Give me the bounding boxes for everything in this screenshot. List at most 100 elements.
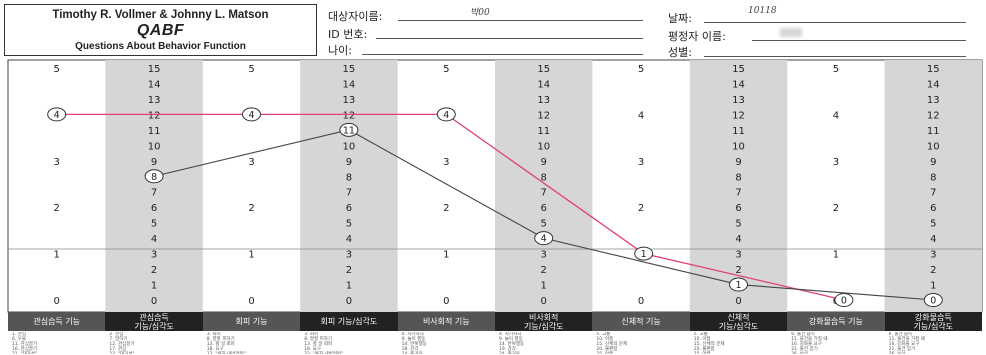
function-tick-8-4: 4 <box>833 110 839 121</box>
function-score-label-4: 0 <box>841 296 847 307</box>
severity-tick-7-0: 0 <box>735 296 741 307</box>
severity-tick-5-8: 8 <box>541 172 547 183</box>
severity-tick-9-14: 14 <box>927 79 940 90</box>
severity-tick-9-1: 1 <box>930 281 936 292</box>
severity-tick-1-7: 7 <box>151 188 157 199</box>
severity-tick-1-0: 0 <box>151 296 157 307</box>
function-tick-8-2: 2 <box>833 203 839 214</box>
age-field-line[interactable] <box>362 54 643 55</box>
date-field-line[interactable] <box>704 22 966 23</box>
severity-score-marker-4 <box>923 293 943 307</box>
name-field-value[interactable]: 박00 <box>470 8 490 18</box>
severity-tick-9-3: 3 <box>930 250 936 261</box>
severity-tick-7-13: 13 <box>732 95 745 106</box>
function-tick-0-3: 3 <box>54 157 60 168</box>
column-label-4: 비사회적 기능 <box>397 312 495 331</box>
severity-tick-5-13: 13 <box>537 95 550 106</box>
severity-tick-7-12: 12 <box>732 110 745 121</box>
function-tick-2-5: 5 <box>248 64 254 75</box>
severity-tick-7-15: 15 <box>732 64 745 75</box>
severity-score-label-1: 11 <box>343 125 355 136</box>
severity-tick-5-12: 12 <box>537 110 550 121</box>
function-score-marker-3 <box>634 246 654 261</box>
function-tick-0-2: 2 <box>54 203 60 214</box>
severity-tick-7-10: 10 <box>732 141 745 152</box>
function-score-marker-0 <box>47 107 67 122</box>
function-score-marker-1 <box>242 107 261 122</box>
severity-tick-5-5: 5 <box>541 219 547 230</box>
severity-tick-3-4: 4 <box>346 234 352 245</box>
form-title: QABF <box>136 22 185 39</box>
function-tick-8-1: 1 <box>833 250 839 261</box>
severity-tick-3-13: 13 <box>343 95 356 106</box>
function-score-label-2: 4 <box>443 110 449 121</box>
column-label-0: 관심습득 기능 <box>8 312 106 331</box>
id-field-label: ID 번호: <box>328 28 368 41</box>
column-label-5: 비사회적 기능/심각도 <box>495 312 593 331</box>
severity-score-marker-0 <box>144 169 164 184</box>
severity-tick-5-2: 2 <box>541 265 547 276</box>
severity-tick-7-9: 9 <box>735 157 741 168</box>
name-field-label: 대상자이름: <box>328 10 383 23</box>
severity-tick-3-8: 8 <box>346 172 352 183</box>
severity-tick-3-2: 2 <box>346 265 352 276</box>
column-label-7: 신체적 기능/심각도 <box>689 312 788 331</box>
severity-tick-7-14: 14 <box>732 79 745 90</box>
severity-tick-9-12: 12 <box>927 110 940 121</box>
function-score-label-1: 4 <box>248 110 254 121</box>
function-tick-6-5: 5 <box>638 64 644 75</box>
severity-tick-1-9: 9 <box>151 157 157 168</box>
id-field-line[interactable] <box>376 38 643 39</box>
severity-tick-9-8: 8 <box>930 172 936 183</box>
severity-tick-1-14: 14 <box>148 79 161 90</box>
function-tick-0-5: 5 <box>54 64 60 75</box>
severity-tick-7-11: 11 <box>732 126 745 137</box>
severity-tick-7-6: 6 <box>735 203 741 214</box>
severity-tick-9-11: 11 <box>927 126 940 137</box>
severity-tick-3-5: 5 <box>346 219 352 230</box>
rater-field-line[interactable] <box>752 40 966 41</box>
function-tick-4-0: 0 <box>443 296 449 307</box>
severity-tick-3-0: 0 <box>346 296 352 307</box>
function-tick-8-5: 5 <box>833 64 839 75</box>
severity-tick-1-15: 15 <box>148 64 161 75</box>
function-tick-4-5: 5 <box>443 64 449 75</box>
age-field-label: 나이: <box>328 44 352 57</box>
rater-field-label: 평정자 이름: <box>668 30 726 43</box>
header-box: Timothy R. Vollmer & Johnny L. Matson QA… <box>4 4 317 56</box>
severity-tick-5-6: 6 <box>541 203 547 214</box>
name-field-line[interactable] <box>398 20 643 21</box>
severity-tick-7-2: 2 <box>735 265 741 276</box>
function-score-label-3: 1 <box>641 249 647 260</box>
function-tick-0-0: 0 <box>54 296 60 307</box>
severity-tick-3-9: 9 <box>346 157 352 168</box>
column-shade-7 <box>689 60 788 312</box>
function-tick-4-1: 1 <box>443 250 449 261</box>
severity-tick-7-3: 3 <box>735 250 741 261</box>
sex-field-line[interactable] <box>704 56 966 57</box>
severity-tick-5-14: 14 <box>537 79 550 90</box>
function-tick-4-2: 2 <box>443 203 449 214</box>
column-label-1: 관심습득 기능/심각도 <box>105 312 203 331</box>
column-label-9: 강화물습득 기능/심각도 <box>884 312 982 331</box>
severity-score-label-2: 4 <box>541 234 547 245</box>
severity-score-label-0: 8 <box>151 172 157 183</box>
severity-tick-9-9: 9 <box>930 157 936 168</box>
date-field-value[interactable]: 10118 <box>748 6 777 16</box>
function-tick-0-1: 1 <box>54 250 60 261</box>
severity-tick-3-14: 14 <box>343 79 356 90</box>
severity-tick-3-15: 15 <box>343 64 356 75</box>
severity-tick-3-10: 10 <box>343 141 356 152</box>
severity-tick-1-10: 10 <box>148 141 161 152</box>
severity-score-label-3: 1 <box>735 280 741 291</box>
severity-tick-7-5: 5 <box>735 219 741 230</box>
severity-tick-9-13: 13 <box>927 95 940 106</box>
date-field-label: 날짜: <box>668 12 692 25</box>
